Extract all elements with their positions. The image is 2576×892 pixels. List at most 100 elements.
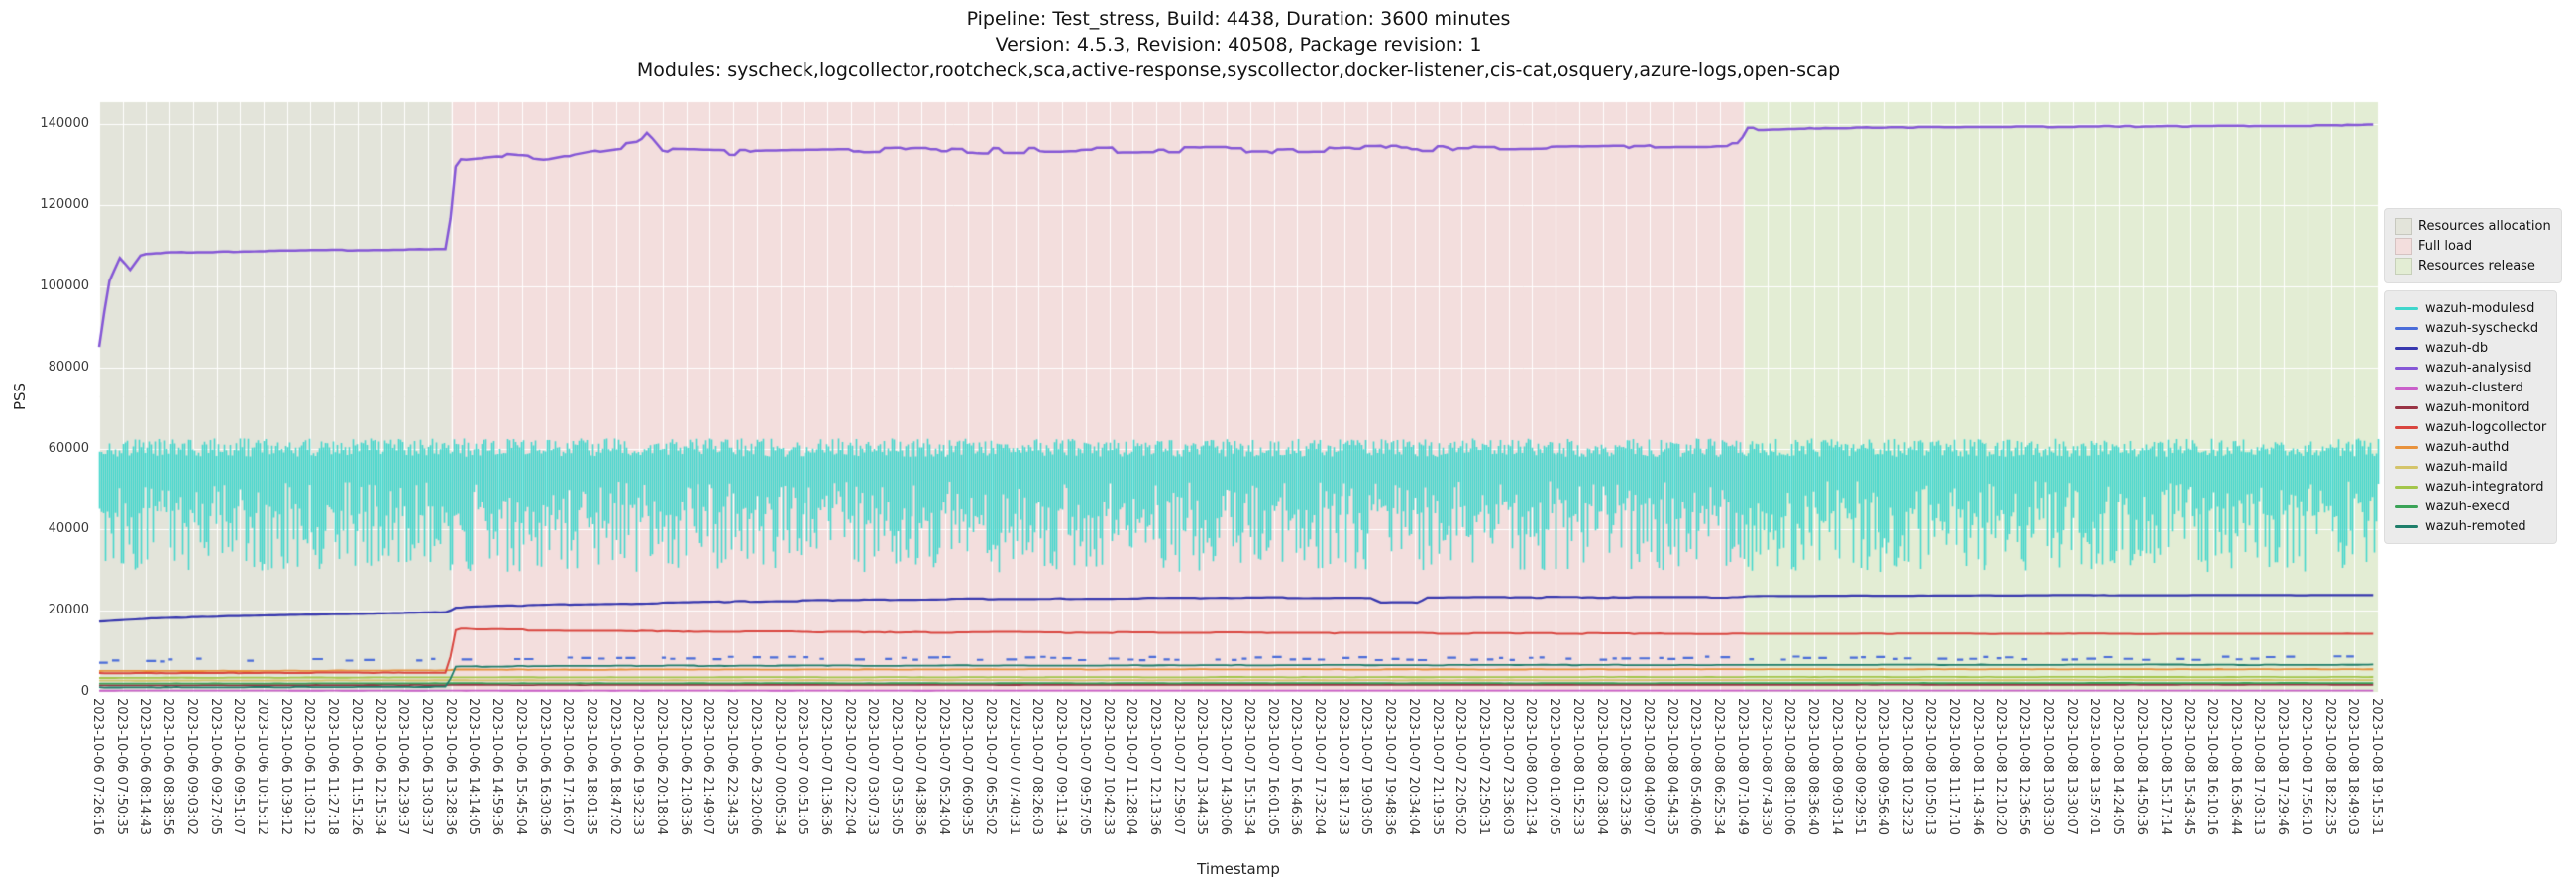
phase-swatch bbox=[2395, 237, 2412, 255]
x-tick-label: 2023-10-06 10:15:12 bbox=[254, 698, 269, 836]
x-tick-label: 2023-10-08 14:50:36 bbox=[2133, 698, 2149, 836]
phase-legend-label: Resources allocation bbox=[2418, 218, 2551, 234]
x-tick-label: 2023-10-06 08:38:56 bbox=[161, 698, 176, 836]
x-tick-label: 2023-10-07 19:03:05 bbox=[1358, 698, 1374, 836]
x-tick-label: 2023-10-08 13:30:07 bbox=[2063, 698, 2079, 836]
x-tick-label: 2023-10-06 09:27:05 bbox=[207, 698, 223, 836]
y-tick-label: 100000 bbox=[40, 279, 89, 294]
x-tick-label: 2023-10-07 08:26:03 bbox=[1029, 698, 1045, 836]
x-tick-label: 2023-10-07 15:15:34 bbox=[1240, 698, 1256, 836]
x-tick-label: 2023-10-06 18:01:35 bbox=[583, 698, 598, 836]
x-tick-label: 2023-10-07 16:01:05 bbox=[1264, 698, 1280, 836]
x-tick-label: 2023-10-06 07:26:16 bbox=[90, 698, 105, 836]
x-tick-label: 2023-10-07 11:28:04 bbox=[1124, 698, 1139, 836]
x-tick-label: 2023-10-06 10:39:12 bbox=[277, 698, 293, 836]
series-swatch bbox=[2395, 425, 2418, 429]
series-legend-label: wazuh-integratord bbox=[2425, 479, 2544, 495]
x-tick-label: 2023-10-08 13:03:30 bbox=[2040, 698, 2056, 836]
x-tick-label: 2023-10-08 08:36:40 bbox=[1804, 698, 1820, 836]
x-tick-label: 2023-10-08 18:22:35 bbox=[2321, 698, 2337, 836]
series-legend-item: wazuh-db bbox=[2395, 338, 2546, 358]
x-tick-label: 2023-10-06 08:14:43 bbox=[137, 698, 153, 836]
x-tick-label: 2023-10-08 15:43:45 bbox=[2181, 698, 2197, 836]
series-swatch bbox=[2395, 306, 2418, 310]
y-tick-label: 40000 bbox=[48, 521, 89, 537]
x-tick-label: 2023-10-08 15:17:14 bbox=[2157, 698, 2173, 836]
phase-legend-label: Resources release bbox=[2418, 258, 2535, 274]
series-legend-label: wazuh-modulesd bbox=[2425, 300, 2535, 316]
x-tick-label: 2023-10-06 20:18:04 bbox=[654, 698, 670, 836]
x-tick-label: 2023-10-08 12:10:20 bbox=[1992, 698, 2008, 836]
series-swatch bbox=[2395, 405, 2418, 409]
x-tick-label: 2023-10-08 00:21:34 bbox=[1523, 698, 1539, 836]
x-tick-label: 2023-10-08 09:29:51 bbox=[1852, 698, 1868, 836]
series-legend-item: wazuh-clusterd bbox=[2395, 378, 2546, 397]
x-tick-label: 2023-10-08 10:50:13 bbox=[1922, 698, 1938, 836]
phase-swatch bbox=[2395, 257, 2412, 275]
x-tick-label: 2023-10-07 03:53:05 bbox=[889, 698, 905, 836]
x-tick-label: 2023-10-08 01:52:33 bbox=[1569, 698, 1585, 836]
x-tick-label: 2023-10-06 14:14:05 bbox=[466, 698, 482, 836]
y-tick-label: 0 bbox=[80, 684, 89, 699]
series-legend-label: wazuh-clusterd bbox=[2425, 380, 2523, 395]
y-axis-label: PSS bbox=[11, 382, 29, 411]
x-tick-label: 2023-10-07 17:32:04 bbox=[1311, 698, 1327, 836]
x-tick-label: 2023-10-08 18:49:03 bbox=[2345, 698, 2361, 836]
series-legend-item: wazuh-analysisd bbox=[2395, 358, 2546, 378]
x-tick-label: 2023-10-07 07:40:31 bbox=[1006, 698, 1021, 836]
series-legend-item: wazuh-maild bbox=[2395, 457, 2546, 477]
x-tick-label: 2023-10-08 05:40:06 bbox=[1687, 698, 1703, 836]
x-tick-label: 2023-10-07 00:05:34 bbox=[771, 698, 787, 836]
x-tick-label: 2023-10-08 07:10:49 bbox=[1734, 698, 1750, 836]
series-legend-label: wazuh-analysisd bbox=[2425, 360, 2532, 376]
phase-legend-item: Full load bbox=[2395, 236, 2551, 256]
x-tick-label: 2023-10-08 02:38:04 bbox=[1593, 698, 1609, 836]
x-tick-label: 2023-10-08 03:23:36 bbox=[1617, 698, 1633, 836]
x-tick-label: 2023-10-07 06:55:02 bbox=[983, 698, 999, 836]
x-tick-label: 2023-10-06 18:47:02 bbox=[606, 698, 622, 836]
series-legend-item: wazuh-syscheckd bbox=[2395, 318, 2546, 338]
x-tick-label: 2023-10-07 05:24:04 bbox=[935, 698, 951, 836]
x-tick-label: 2023-10-07 18:17:33 bbox=[1335, 698, 1350, 836]
series-swatch bbox=[2395, 465, 2418, 469]
x-tick-label: 2023-10-06 11:03:12 bbox=[301, 698, 317, 836]
x-tick-label: 2023-10-07 21:19:35 bbox=[1429, 698, 1445, 836]
x-tick-label: 2023-10-08 14:24:05 bbox=[2110, 698, 2126, 836]
x-axis-label: Timestamp bbox=[1197, 860, 1280, 878]
y-tick-label: 140000 bbox=[40, 116, 89, 132]
phase-legend-item: Resources release bbox=[2395, 256, 2551, 276]
series-legend-label: wazuh-remoted bbox=[2425, 518, 2526, 534]
series-legend: wazuh-modulesd wazuh-syscheckd wazuh-db waz… bbox=[2384, 290, 2558, 544]
x-tick-label: 2023-10-06 14:59:36 bbox=[489, 698, 505, 836]
x-tick-label: 2023-10-08 09:03:14 bbox=[1828, 698, 1844, 836]
phase-swatch bbox=[2395, 217, 2412, 235]
x-tick-label: 2023-10-06 15:45:04 bbox=[512, 698, 528, 836]
x-tick-label: 2023-10-07 22:05:02 bbox=[1452, 698, 1468, 836]
series-swatch bbox=[2395, 485, 2418, 489]
x-tick-label: 2023-10-08 06:25:34 bbox=[1711, 698, 1727, 836]
x-tick-label: 2023-10-08 01:07:05 bbox=[1547, 698, 1562, 836]
x-tick-label: 2023-10-08 17:03:13 bbox=[2251, 698, 2267, 836]
x-tick-label: 2023-10-06 09:51:07 bbox=[231, 698, 247, 836]
x-tick-label: 2023-10-07 01:36:36 bbox=[818, 698, 834, 836]
series-legend-item: wazuh-authd bbox=[2395, 437, 2546, 457]
x-tick-label: 2023-10-07 20:34:04 bbox=[1405, 698, 1421, 836]
series-swatch bbox=[2395, 366, 2418, 370]
series-legend-label: wazuh-monitord bbox=[2425, 399, 2530, 415]
x-tick-label: 2023-10-08 17:29:46 bbox=[2275, 698, 2291, 836]
x-tick-label: 2023-10-08 16:36:44 bbox=[2227, 698, 2243, 836]
x-tick-label: 2023-10-06 21:03:36 bbox=[677, 698, 693, 836]
x-tick-label: 2023-10-08 16:10:16 bbox=[2204, 698, 2220, 836]
series-legend-item: wazuh-logcollector bbox=[2395, 417, 2546, 437]
chart-subtitle-modules: Modules: syscheck,logcollector,rootcheck… bbox=[636, 59, 1841, 81]
x-tick-label: 2023-10-07 02:22:04 bbox=[841, 698, 857, 836]
x-tick-label: 2023-10-07 10:42:33 bbox=[1100, 698, 1116, 836]
series-legend-label: wazuh-maild bbox=[2425, 459, 2508, 475]
chart-title: Pipeline: Test_stress, Build: 4438, Dura… bbox=[966, 8, 1511, 30]
x-tick-label: 2023-10-06 12:15:34 bbox=[372, 698, 387, 836]
x-tick-label: 2023-10-06 16:30:36 bbox=[536, 698, 552, 836]
chart-subtitle-version: Version: 4.5.3, Revision: 40508, Package… bbox=[995, 34, 1482, 56]
x-tick-label: 2023-10-06 09:03:02 bbox=[183, 698, 199, 836]
x-tick-label: 2023-10-08 12:36:56 bbox=[2016, 698, 2032, 836]
